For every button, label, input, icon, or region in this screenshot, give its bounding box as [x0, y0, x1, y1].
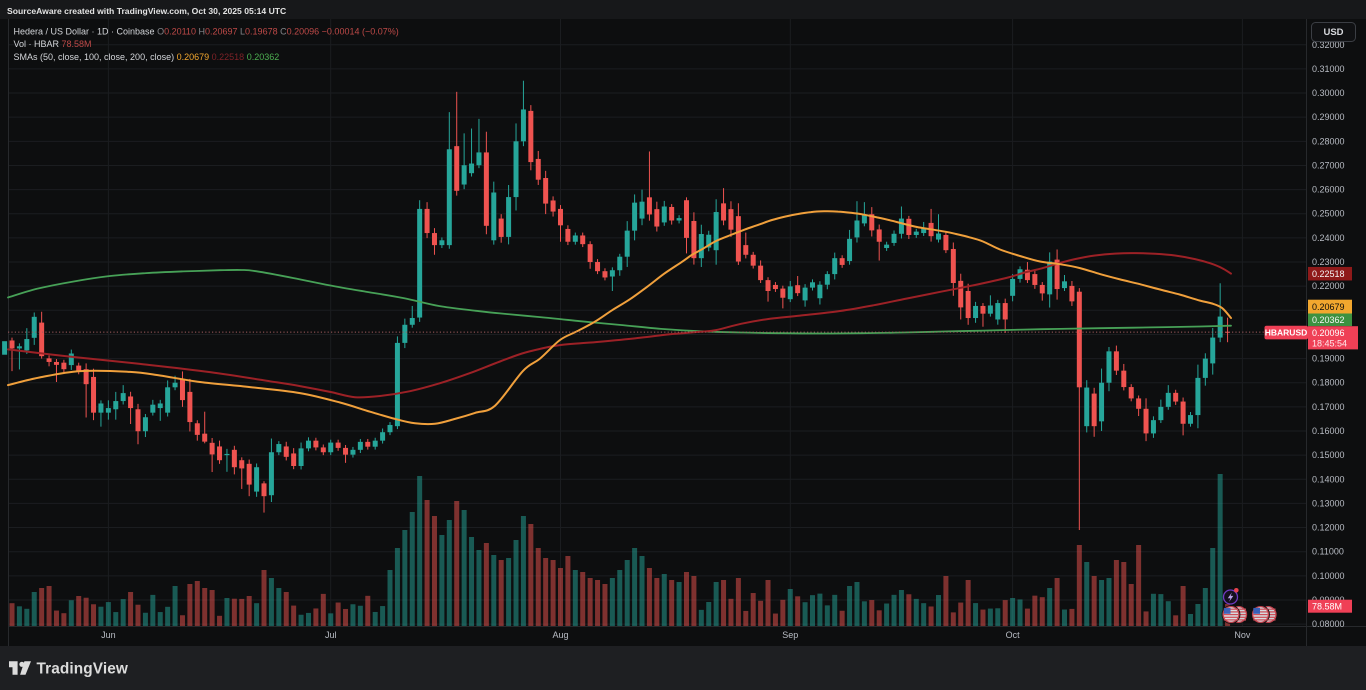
- svg-text:SMAs (50, close, 100, close, 2: SMAs (50, close, 100, close, 200, close)…: [14, 52, 280, 62]
- svg-text:Sep: Sep: [782, 630, 798, 640]
- svg-text:0.17000: 0.17000: [1312, 402, 1345, 412]
- svg-text:0.12000: 0.12000: [1312, 523, 1345, 533]
- svg-text:TradingView: TradingView: [37, 661, 128, 678]
- svg-text:0.20362: 0.20362: [1312, 315, 1345, 325]
- svg-text:78.58M: 78.58M: [1312, 601, 1342, 611]
- svg-text:Aug: Aug: [552, 630, 568, 640]
- svg-text:0.15000: 0.15000: [1312, 450, 1345, 460]
- svg-text:Jul: Jul: [325, 630, 337, 640]
- svg-text:0.27000: 0.27000: [1312, 161, 1345, 171]
- svg-text:0.30000: 0.30000: [1312, 88, 1345, 98]
- svg-text:0.20096: 0.20096: [1312, 328, 1345, 338]
- svg-text:0.29000: 0.29000: [1312, 112, 1345, 122]
- svg-text:0.11000: 0.11000: [1312, 547, 1344, 557]
- svg-text:0.31000: 0.31000: [1312, 64, 1345, 74]
- svg-text:18:45:54: 18:45:54: [1312, 339, 1347, 349]
- svg-text:0.24000: 0.24000: [1312, 233, 1345, 243]
- svg-text:0.19000: 0.19000: [1312, 354, 1345, 364]
- svg-text:Vol · HBAR 78.58M: Vol · HBAR 78.58M: [14, 39, 92, 49]
- svg-text:0.18000: 0.18000: [1312, 378, 1345, 388]
- svg-text:0.10000: 0.10000: [1312, 571, 1345, 581]
- svg-text:Nov: Nov: [1234, 630, 1251, 640]
- svg-text:0.32000: 0.32000: [1312, 40, 1345, 50]
- svg-text:HBARUSD: HBARUSD: [1265, 328, 1308, 338]
- svg-text:0.26000: 0.26000: [1312, 185, 1345, 195]
- svg-text:Hedera / US Dollar · 1D · Coin: Hedera / US Dollar · 1D · Coinbase O0.20…: [14, 27, 399, 37]
- svg-text:0.16000: 0.16000: [1312, 426, 1345, 436]
- svg-text:0.20679: 0.20679: [1312, 302, 1345, 312]
- svg-text:0.14000: 0.14000: [1312, 474, 1345, 484]
- svg-text:0.13000: 0.13000: [1312, 498, 1345, 508]
- svg-text:0.25000: 0.25000: [1312, 209, 1345, 219]
- svg-text:SourceAware created with Tradi: SourceAware created with TradingView.com…: [7, 6, 286, 16]
- svg-text:Oct: Oct: [1006, 630, 1021, 640]
- svg-text:0.22000: 0.22000: [1312, 281, 1345, 291]
- svg-text:0.23000: 0.23000: [1312, 257, 1345, 267]
- svg-text:0.08000: 0.08000: [1312, 619, 1345, 629]
- svg-text:Jun: Jun: [101, 630, 116, 640]
- svg-text:0.28000: 0.28000: [1312, 136, 1345, 146]
- svg-text:USD: USD: [1323, 27, 1343, 38]
- svg-text:0.22518: 0.22518: [1312, 269, 1345, 279]
